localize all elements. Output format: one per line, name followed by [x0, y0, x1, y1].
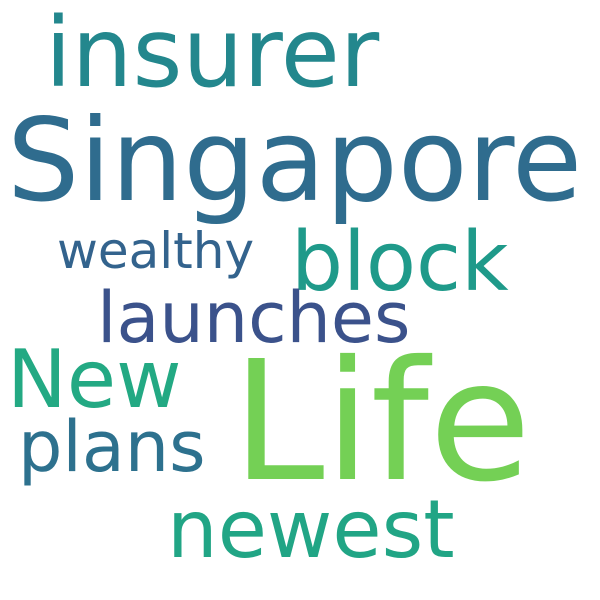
word-insurer: insurer: [45, 0, 380, 109]
word-launches: launches: [97, 277, 411, 359]
word-block: block: [291, 215, 509, 310]
word-wealthy: wealthy: [57, 222, 255, 280]
word-plans: plans: [18, 406, 206, 488]
word-singapore: Singapore: [7, 94, 583, 227]
word-life: Life: [232, 326, 532, 519]
word-newest: newest: [167, 483, 455, 576]
word-new: New: [7, 333, 182, 426]
